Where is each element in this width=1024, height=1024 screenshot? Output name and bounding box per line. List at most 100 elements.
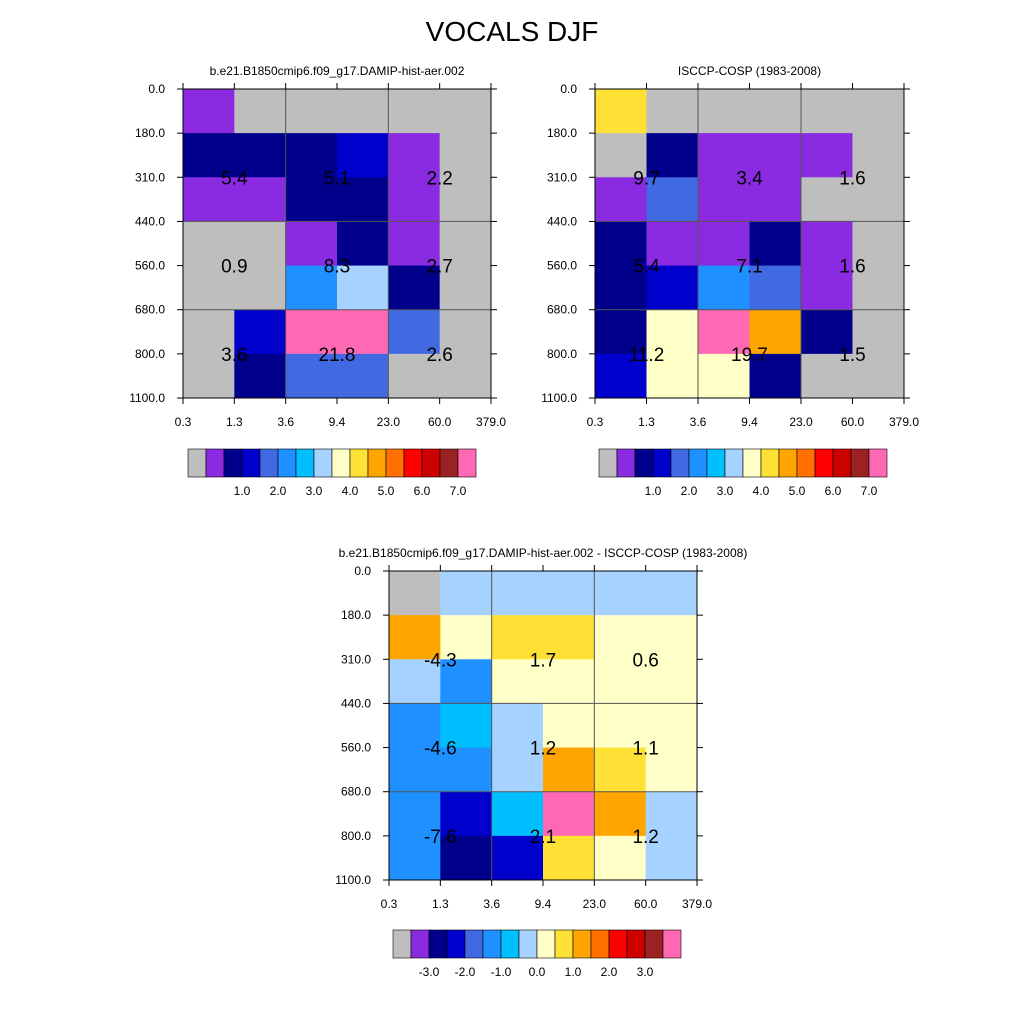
x-tick-label: 23.0: [789, 415, 813, 429]
colorbar-swatch: [814, 448, 834, 478]
heatmap-cell: [594, 835, 647, 881]
colorbar-swatch: [868, 448, 888, 478]
heatmap-cell: [595, 89, 647, 134]
heatmap-cell: [388, 221, 441, 267]
heatmap-cell: [698, 89, 750, 134]
main-title: VOCALS DJF: [425, 16, 599, 47]
heatmap-cell: [749, 133, 802, 178]
heatmap-cell: [543, 659, 595, 704]
colorbar-swatch: [706, 448, 726, 478]
heatmap-cell: [388, 265, 441, 311]
y-tick-label: 560.0: [547, 259, 577, 273]
heatmap-cell: [234, 221, 287, 267]
colorbar-swatch: [500, 929, 520, 959]
heatmap-cell: [594, 747, 647, 793]
heatmap-cell: [388, 177, 441, 222]
colorbar-swatch: [760, 448, 780, 478]
heatmap-cell: [801, 265, 853, 311]
colorbar-label: 1.0: [565, 965, 582, 979]
heatmap-cell: [491, 791, 544, 837]
colorbar-label: 6.0: [414, 484, 431, 498]
heatmap-cell: [749, 177, 802, 222]
colorbar-swatch: [331, 448, 351, 478]
heatmap-cell: [440, 703, 493, 749]
heatmap-panel-1: b.e21.B1850cmip6.f09_g17.DAMIP-hist-aer.…: [129, 64, 506, 498]
colorbar-swatch: [439, 448, 459, 478]
heatmap-cell: [749, 309, 802, 355]
cell-value-label: 19.7: [731, 345, 768, 366]
x-tick-label: 3.6: [277, 415, 294, 429]
y-tick-label: 0.0: [560, 82, 577, 96]
heatmap-cell: [749, 265, 802, 311]
heatmap-cell: [698, 221, 750, 267]
colorbar-swatch: [259, 448, 279, 478]
heatmap-cell: [183, 133, 235, 178]
y-tick-label: 800.0: [547, 347, 577, 361]
y-tick-label: 180.0: [341, 608, 371, 622]
heatmap-panel-3: b.e21.B1850cmip6.f09_g17.DAMIP-hist-aer.…: [335, 546, 747, 979]
cell-value-label: 0.6: [632, 650, 658, 671]
heatmap-cell: [698, 265, 750, 311]
heatmap-cell: [749, 221, 802, 267]
colorbar-swatch: [241, 448, 261, 478]
heatmap-cell: [285, 353, 338, 399]
colorbar-swatch: [572, 929, 592, 959]
heatmap-cell: [852, 89, 905, 134]
heatmap-cell: [645, 791, 698, 837]
heatmap-cell: [285, 133, 338, 178]
heatmap-cell: [388, 89, 441, 134]
colorbar-label: 6.0: [825, 484, 842, 498]
y-tick-label: 310.0: [135, 170, 165, 184]
heatmap-cell: [439, 353, 492, 399]
heatmap-cell: [337, 265, 389, 311]
heatmap-cell: [645, 703, 698, 749]
x-tick-label: 60.0: [634, 897, 658, 911]
colorbar-label: 4.0: [753, 484, 770, 498]
colorbar-swatch: [608, 929, 628, 959]
cell-value-label: 5.1: [324, 168, 350, 189]
heatmap-cell: [594, 703, 647, 749]
y-tick-label: 560.0: [341, 741, 371, 755]
colorbar-label: -1.0: [491, 965, 512, 979]
panel-title: ISCCP-COSP (1983-2008): [678, 64, 821, 78]
heatmap-panel-2: ISCCP-COSP (1983-2008) 0.0 180.0 310.0 440.0…: [541, 64, 919, 498]
heatmap-cell: [234, 133, 287, 178]
cell-value-label: 7.1: [736, 257, 762, 278]
heatmap-cell: [285, 221, 338, 267]
colorbar-label: 3.0: [306, 484, 323, 498]
colorbar-label: 7.0: [861, 484, 878, 498]
colorbar-label: 1.0: [645, 484, 662, 498]
colorbar-swatch: [295, 448, 315, 478]
colorbar-swatch: [724, 448, 744, 478]
heatmap-cell: [440, 659, 493, 704]
heatmap-cell: [543, 747, 595, 793]
heatmap-cell: [852, 265, 905, 311]
cell-value-label: -4.6: [424, 739, 457, 760]
heatmap-cell: [337, 133, 389, 178]
heatmap-cell: [285, 265, 338, 311]
heatmap-cell: [439, 265, 492, 311]
colorbar-swatch: [644, 929, 664, 959]
x-tick-label: 1.3: [638, 415, 655, 429]
heatmap-cell: [491, 571, 544, 616]
colorbar-label: 3.0: [637, 965, 654, 979]
x-tick-label: 9.4: [741, 415, 758, 429]
heatmap-cell: [852, 133, 905, 178]
heatmap-cell: [594, 659, 647, 704]
y-tick-label: 680.0: [547, 303, 577, 317]
colorbar-swatch: [554, 929, 574, 959]
x-tick-label: 3.6: [483, 897, 500, 911]
x-tick-label: 1.3: [432, 897, 449, 911]
heatmap-cell: [285, 89, 338, 134]
y-tick-label: 440.0: [341, 696, 371, 710]
colorbar-swatch: [634, 448, 654, 478]
colorbar-swatch: [421, 448, 441, 478]
heatmap-cell: [388, 309, 441, 355]
y-tick-label: 440.0: [135, 214, 165, 228]
x-tick-label: 0.3: [175, 415, 192, 429]
heatmap-cell: [389, 791, 441, 837]
cell-value-label: 3.6: [221, 345, 247, 366]
heatmap-cell: [645, 571, 698, 616]
heatmap-cell: [389, 659, 441, 704]
colorbar-swatch: [385, 448, 405, 478]
